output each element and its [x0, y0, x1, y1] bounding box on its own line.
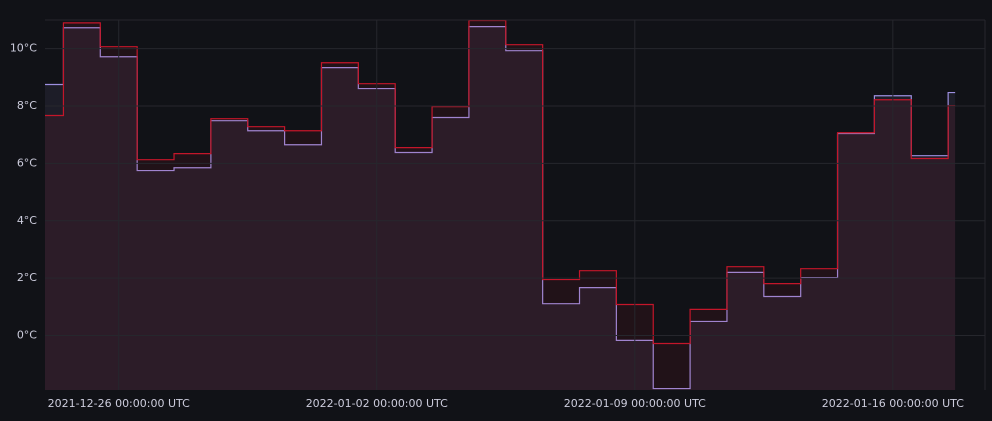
- plot-area: [45, 20, 956, 390]
- x-tick-label: 2021-12-26 00:00:00 UTC: [48, 397, 190, 410]
- x-tick-label: 2022-01-09 00:00:00 UTC: [564, 397, 706, 410]
- y-tick-label: 8°C: [17, 99, 37, 112]
- series-area: [45, 20, 956, 390]
- series-line: [45, 20, 956, 345]
- x-tick-label: 2022-01-02 00:00:00 UTC: [306, 397, 448, 410]
- y-tick-label: 0°C: [17, 329, 37, 342]
- y-tick-label: 10°C: [10, 42, 37, 55]
- y-tick-label: 2°C: [17, 271, 37, 284]
- y-tick-label: 6°C: [17, 156, 37, 169]
- series-area: [45, 26, 956, 390]
- x-tick-label: 2022-01-16 00:00:00 UTC: [822, 397, 964, 410]
- y-tick-label: 4°C: [17, 214, 37, 227]
